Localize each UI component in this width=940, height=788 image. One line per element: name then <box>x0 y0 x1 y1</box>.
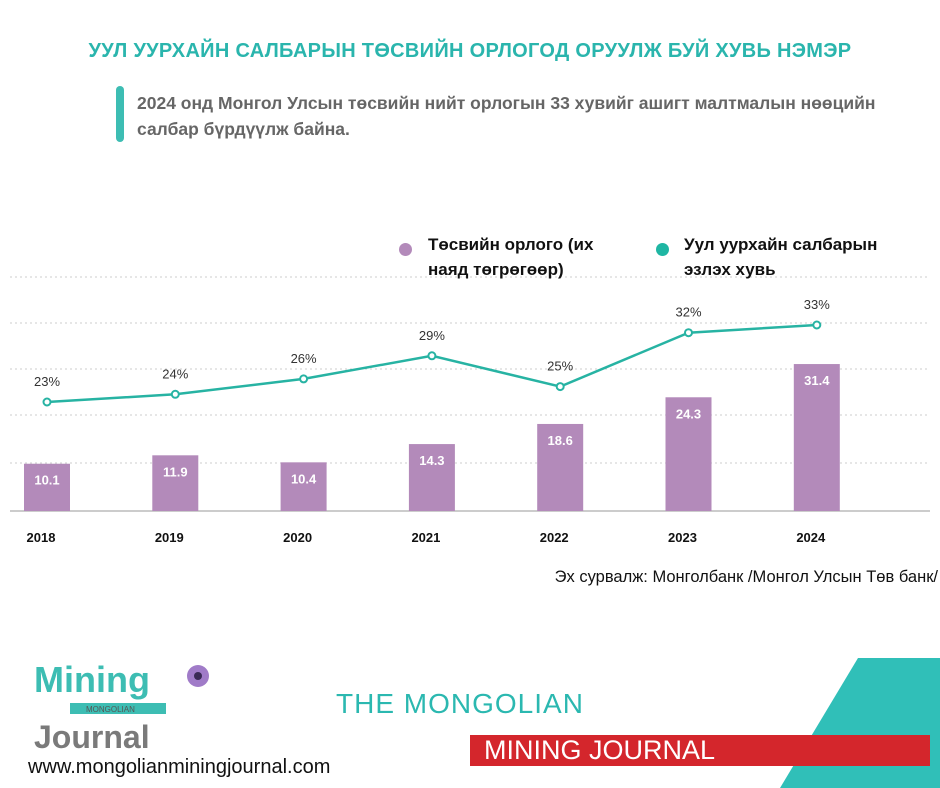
subtitle-accent-bar <box>116 86 124 142</box>
subtitle: 2024 онд Монгол Улсын төсвийн нийт орлог… <box>137 93 876 139</box>
bar <box>537 423 584 511</box>
x-tick-label: 2023 <box>668 530 697 545</box>
bar <box>793 364 840 511</box>
chart: 10.1 2018 11.9 2019 10.4 2020 14.3 2021 18.6 2022… <box>10 276 930 545</box>
x-tick-label: 2019 <box>155 530 184 545</box>
line-value-label: 29% <box>419 328 445 343</box>
bar <box>152 455 199 511</box>
bar-value-label: 11.9 <box>163 464 188 479</box>
legend-line-label: Уул уурхайн салбарын эзлэх хувь <box>684 232 877 282</box>
legend-line-line2: эзлэх хувь <box>684 260 776 279</box>
logo-image: Mining MONGOLIAN Journal <box>34 659 209 752</box>
line-value-label: 23% <box>34 374 60 389</box>
legend-bar-marker <box>399 243 412 256</box>
line-point <box>42 397 52 407</box>
line-point <box>299 374 309 384</box>
legend-bar-line2: наяд төгрөгөөр) <box>428 260 564 279</box>
bar-value-label: 31.4 <box>804 373 830 388</box>
brand-line2: MINING JOURNAL <box>470 735 930 766</box>
line-point <box>170 389 180 399</box>
svg-text:Mining: Mining <box>34 659 150 700</box>
legend-bar-label: Төсвийн орлого (их наяд төгрөгөөр) <box>428 232 593 282</box>
bar <box>408 444 455 511</box>
bar <box>665 397 712 511</box>
line-value-label: 24% <box>162 366 188 381</box>
legend-line-marker <box>656 243 669 256</box>
x-tick-label: 2020 <box>283 530 312 545</box>
x-tick-label: 2021 <box>411 530 440 545</box>
brand-line1: THE MONGOLIAN <box>336 688 584 719</box>
bar <box>24 463 70 511</box>
bar-value-label: 10.4 <box>291 471 317 486</box>
line-value-label: 32% <box>675 305 701 320</box>
line-value-label: 25% <box>547 359 573 374</box>
bar-value-label: 14.3 <box>419 453 444 468</box>
x-tick-label: 2024 <box>796 530 826 545</box>
bar-value-label: 24.3 <box>676 406 701 421</box>
logo: Mining MONGOLIAN Journal <box>30 658 220 752</box>
bar-value-label: 10.1 <box>34 473 59 488</box>
line-point <box>555 382 565 392</box>
bar <box>280 462 327 511</box>
line-point <box>812 320 822 330</box>
line-point <box>427 351 437 361</box>
x-tick-label: 2022 <box>540 530 569 545</box>
svg-text:MONGOLIAN: MONGOLIAN <box>86 705 135 714</box>
legend-line-line1: Уул уурхайн салбарын <box>684 235 878 254</box>
page-title: УУЛ УУРХАЙН САЛБАРЫН ТӨСВИЙН ОРЛОГОД ОРУ… <box>88 40 852 62</box>
line-value-label: 26% <box>291 351 317 366</box>
legend-bar-line1: Төсвийн орлого (их <box>428 235 594 254</box>
line-value-label: 33% <box>804 297 830 312</box>
x-tick-label: 2018 <box>27 530 56 545</box>
website-link[interactable]: www.mongolianminingjournal.com <box>28 756 331 778</box>
bar-value-label: 18.6 <box>548 433 573 448</box>
line-point <box>684 328 693 338</box>
svg-text:Journal: Journal <box>34 719 150 752</box>
source-note: Эх сурвалж: Монголбанк /Монгол Улсын Төв… <box>554 568 938 586</box>
teal-stripe <box>780 658 940 788</box>
